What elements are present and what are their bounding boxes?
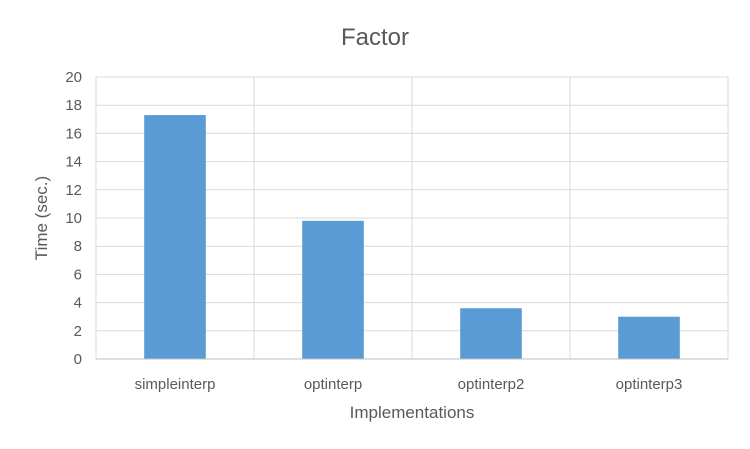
y-tick-label: 8	[74, 238, 82, 255]
y-tick-label: 6	[74, 266, 82, 283]
x-tick-label: optinterp2	[458, 376, 525, 393]
y-tick-label: 2	[74, 323, 82, 340]
y-tick-label: 12	[65, 182, 82, 199]
y-tick-label: 4	[74, 295, 82, 312]
x-tick-labels: simpleinterp optinterp optinterp2 optinterp…	[135, 376, 683, 393]
x-tick-label: optinterp	[304, 376, 362, 393]
x-axis-label: Implementations	[350, 403, 475, 422]
y-tick-label: 16	[65, 125, 82, 142]
bar-optinterp	[302, 220, 364, 359]
bar-optinterp3	[618, 316, 680, 359]
y-tick-label: 10	[65, 210, 82, 227]
y-axis-label: Time (sec.)	[32, 176, 51, 260]
y-tick-labels: 0 2 4 6 8 10 12 14 16 18 20	[65, 69, 82, 368]
bar-simpleinterp	[144, 115, 206, 359]
y-tick-label: 0	[74, 351, 82, 368]
bar-optinterp2	[460, 308, 522, 359]
x-tick-label: optinterp3	[616, 376, 683, 393]
y-tick-label: 20	[65, 69, 82, 86]
chart-title: Factor	[341, 24, 409, 51]
x-tick-label: simpleinterp	[135, 376, 216, 393]
y-tick-label: 14	[65, 154, 82, 171]
y-tick-label: 18	[65, 97, 82, 114]
bars	[144, 115, 680, 359]
